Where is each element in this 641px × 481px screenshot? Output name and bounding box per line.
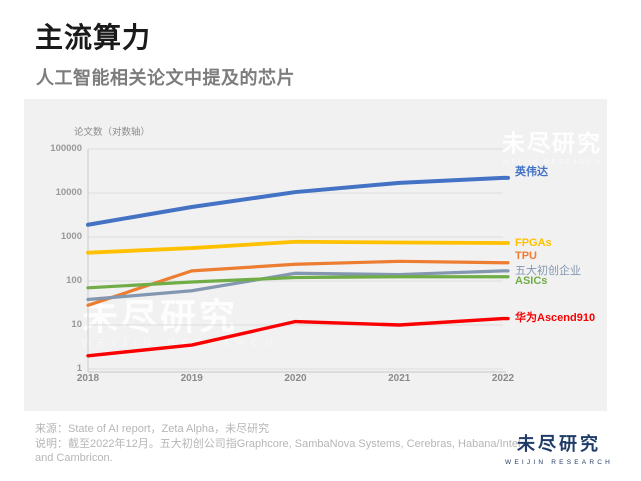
y-tick-label: 1 — [76, 363, 82, 374]
watermark-cn: 未尽研究 — [502, 130, 602, 156]
series-label-2: TPU — [515, 250, 537, 262]
watermark-en: WEIJIN RESEARCH — [82, 338, 280, 349]
page-subtitle: 人工智能相关论文中提及的芯片 — [36, 68, 295, 88]
chart-svg — [86, 148, 510, 373]
watermark-cn: 未尽研究 — [82, 296, 239, 337]
weijin-research-logo: 未尽研究 WEIJIN RESEARCH — [505, 430, 613, 466]
watermark-en: WEIJIN RESEARCH — [502, 157, 602, 166]
y-tick-label: 100 — [66, 275, 82, 286]
series-line-4 — [86, 275, 510, 290]
x-tick-label: 2018 — [76, 373, 100, 384]
series-label-3: 五大初创企业 — [515, 265, 581, 277]
footer-note: 说明：截至2022年12月。五大初创公司指Graphcore, SambaNov… — [35, 437, 524, 465]
x-tick-label: 2021 — [388, 373, 411, 384]
watermark-top: 未尽研究 WEIJIN RESEARCH — [502, 132, 602, 166]
y-tick-label: 1000 — [60, 231, 82, 242]
logo-cn: 未尽研究 — [517, 434, 602, 455]
page-title: 主流算力 — [35, 22, 152, 53]
series-label-0: 英伟达 — [515, 166, 548, 178]
series-label-4: ASICs — [515, 275, 548, 287]
x-tick-label: 2022 — [491, 373, 515, 384]
footer-source: 来源：State of AI report，Zeta Alpha，未尽研究 — [35, 423, 270, 435]
y-tick-label: 10000 — [55, 187, 82, 198]
x-tick-label: 2019 — [180, 373, 203, 384]
series-line-5 — [86, 316, 510, 358]
chart-panel: 未尽研究 WEIJIN RESEARCH 未尽研究 WEIJIN RESEARC… — [24, 99, 607, 411]
series-line-3 — [86, 269, 510, 302]
series-label-1: FPGAs — [515, 237, 552, 249]
y-tick-label: 10 — [71, 319, 82, 330]
y-tick-label: 100000 — [50, 143, 82, 154]
series-line-0 — [86, 175, 510, 227]
footer: 来源：State of AI report，Zeta Alpha，未尽研究 说明… — [35, 422, 530, 466]
series-label-5: 华为Ascend910 — [515, 312, 596, 324]
y-axis-title: 论文数（对数轴） — [74, 127, 151, 138]
watermark-mid: 未尽研究 WEIJIN RESEARCH — [82, 299, 279, 349]
x-tick-label: 2020 — [284, 373, 307, 384]
series-line-2 — [86, 259, 510, 307]
series-line-1 — [86, 239, 510, 255]
logo-en: WEIJIN RESEARCH — [505, 459, 613, 466]
